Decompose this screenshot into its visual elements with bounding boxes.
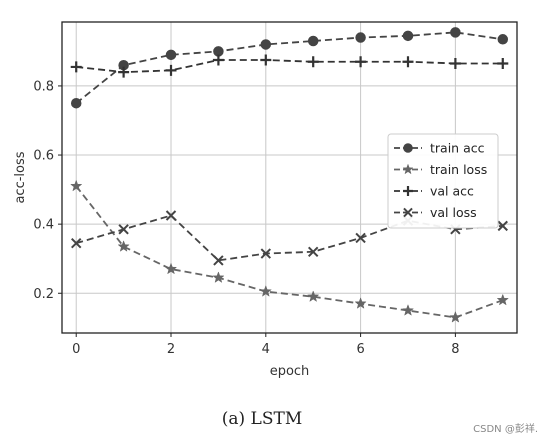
data-point-marker [402, 56, 414, 68]
data-point-marker [117, 240, 130, 252]
data-point-marker [403, 186, 413, 196]
watermark: CSDN @彭祥. [473, 422, 538, 435]
legend: train acc train loss val acc val loss [387, 133, 499, 229]
legend-entry: train acc [394, 141, 485, 156]
data-point-marker [497, 34, 509, 45]
data-point-marker [260, 248, 272, 259]
y-tick-label: 0.6 [33, 149, 54, 164]
data-point-marker [71, 237, 82, 249]
data-point-marker [402, 163, 414, 175]
series-train-acc [70, 27, 509, 109]
legend-label: val loss [430, 205, 477, 220]
data-point-marker [118, 224, 129, 235]
axes: 0 2 4 6 8 0.2 0.4 0.6 0.8 [33, 79, 459, 357]
data-point-marker [403, 143, 413, 153]
data-point-marker [165, 64, 177, 76]
x-tick-label: 8 [451, 342, 459, 357]
plot-frame [61, 21, 518, 334]
data-point-marker [355, 32, 366, 43]
data-point-marker [355, 56, 367, 68]
data-point-marker [307, 56, 319, 68]
legend-box [387, 133, 499, 229]
x-tick-label: 0 [72, 342, 80, 357]
data-point-marker [212, 54, 224, 66]
data-point-marker [70, 179, 83, 192]
data-point-marker [307, 246, 319, 258]
data-point-marker [354, 297, 367, 309]
data-point-marker [164, 262, 178, 275]
legend-entry: train loss [394, 162, 487, 177]
legend-label: train acc [430, 141, 485, 156]
x-tick-label: 2 [167, 342, 175, 357]
series-line [75, 185, 504, 319]
data-point-marker [355, 232, 366, 244]
data-point-marker [450, 27, 461, 38]
data-point-marker [497, 220, 508, 232]
series-layer [70, 27, 509, 323]
data-point-marker [213, 255, 224, 266]
data-point-marker [260, 54, 272, 66]
data-point-marker [259, 285, 272, 297]
x-tick-label: 4 [262, 342, 270, 357]
data-point-marker [403, 207, 413, 218]
data-point-marker [70, 97, 82, 109]
legend-entry: val acc [394, 184, 474, 199]
y-tick-label: 0.4 [33, 218, 54, 233]
x-axis-label: epoch [270, 364, 310, 379]
data-point-marker [165, 210, 177, 221]
figure-caption: (a) LSTM [222, 409, 302, 429]
legend-entry: val loss [394, 205, 477, 220]
data-point-marker [212, 271, 225, 283]
series-line [75, 31, 503, 104]
series-line [75, 214, 503, 262]
data-point-marker [260, 39, 272, 50]
series-val-acc [70, 54, 509, 78]
data-point-marker [165, 49, 177, 61]
y-tick-label: 0.8 [33, 79, 54, 94]
series-line [76, 59, 503, 74]
legend-label: val acc [430, 184, 474, 199]
y-tick-label: 0.2 [33, 287, 54, 302]
data-point-marker [307, 35, 319, 47]
y-axis-label: acc-loss [13, 151, 28, 203]
data-point-marker [401, 304, 415, 316]
data-point-marker [70, 61, 82, 73]
data-point-marker [449, 310, 462, 323]
x-tick-label: 6 [356, 342, 364, 357]
data-point-marker [497, 57, 509, 69]
data-point-marker [496, 293, 509, 306]
series-train-loss [70, 179, 509, 323]
data-point-marker [307, 290, 320, 302]
data-point-marker [402, 30, 414, 42]
legend-label: train loss [430, 162, 487, 177]
data-point-marker [449, 57, 461, 69]
data-point-marker [118, 66, 130, 78]
